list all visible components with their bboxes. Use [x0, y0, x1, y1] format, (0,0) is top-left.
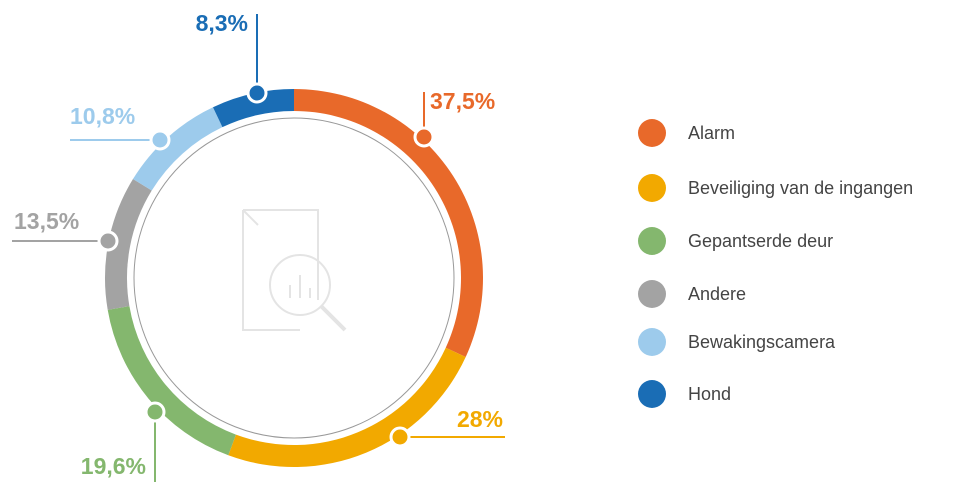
- value-label: 19,6%: [81, 453, 146, 479]
- legend-swatch: [638, 227, 666, 255]
- legend-swatch: [638, 280, 666, 308]
- donut-segment: [132, 107, 223, 191]
- legend-swatch: [638, 174, 666, 202]
- legend-label: Hond: [688, 384, 731, 404]
- legend-label: Alarm: [688, 123, 735, 143]
- value-label: 8,3%: [196, 10, 248, 36]
- legend-swatch: [638, 328, 666, 356]
- inner-ring: [133, 117, 455, 439]
- donut-segment: [294, 89, 483, 357]
- donut-segment: [212, 89, 294, 128]
- value-label: 28%: [457, 406, 503, 432]
- label-dot: [413, 126, 435, 148]
- legend-swatch: [638, 380, 666, 408]
- label-dot: [246, 82, 268, 104]
- value-label: 10,8%: [70, 103, 135, 129]
- label-dot: [97, 230, 119, 252]
- legend-label: Gepantserde deur: [688, 231, 833, 251]
- donut-segment: [228, 347, 466, 467]
- label-dot: [144, 401, 166, 423]
- donut-segment: [105, 179, 152, 310]
- value-label: 13,5%: [14, 208, 79, 234]
- value-label: 37,5%: [430, 88, 495, 114]
- label-dot: [149, 129, 171, 151]
- legend-label: Andere: [688, 284, 746, 304]
- center-icon: [242, 209, 347, 332]
- donut-segment: [107, 306, 236, 456]
- legend-swatch: [638, 119, 666, 147]
- legend-label: Bewakingscamera: [688, 332, 836, 352]
- legend-label: Beveiliging van de ingangen: [688, 178, 913, 198]
- label-dot: [389, 426, 411, 448]
